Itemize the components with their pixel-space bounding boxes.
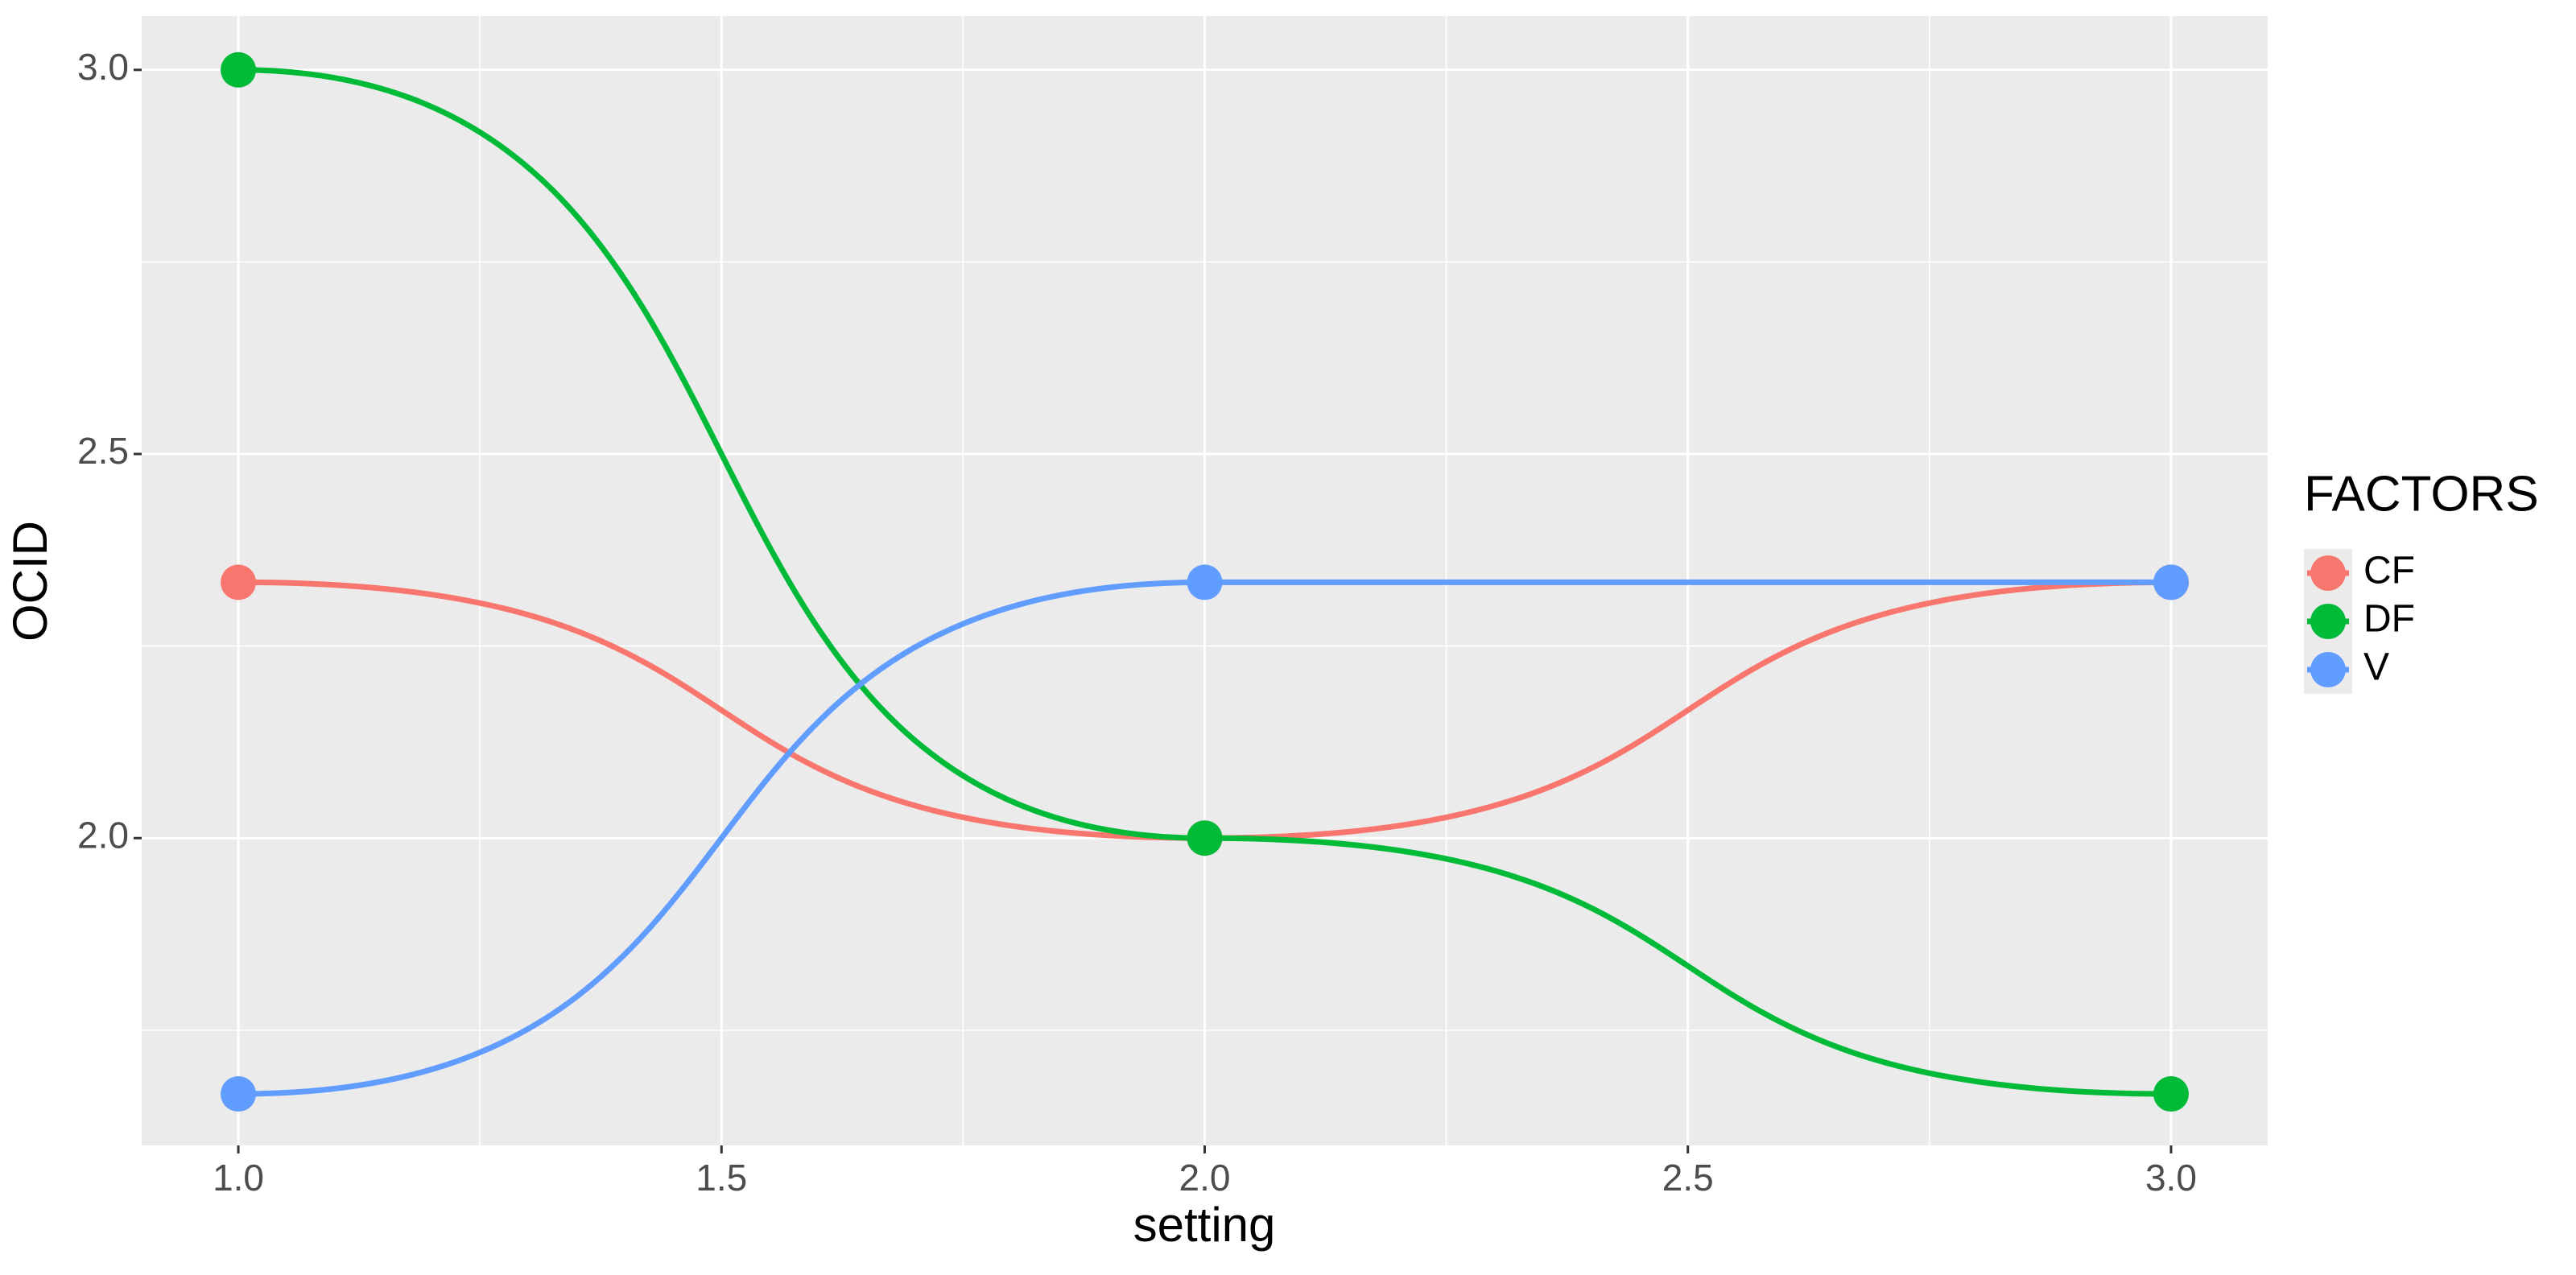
y-tick-label: 2.5 xyxy=(77,430,129,472)
x-tick-label: 2.5 xyxy=(1662,1157,1714,1199)
x-tick-label: 2.0 xyxy=(1179,1157,1231,1199)
y-tick-label: 3.0 xyxy=(77,46,129,88)
point xyxy=(1187,820,1223,856)
legend-label: CF xyxy=(2363,550,2415,592)
point xyxy=(2153,1076,2189,1112)
x-tick-label: 3.0 xyxy=(2145,1157,2197,1199)
legend-title: FACTORS xyxy=(2304,466,2539,522)
point xyxy=(221,1076,257,1112)
series-line xyxy=(238,579,2171,1097)
point xyxy=(221,52,257,88)
legend-label: DF xyxy=(2363,598,2415,641)
y-axis-title: OCID xyxy=(3,521,57,642)
x-axis-title: setting xyxy=(1133,1198,1276,1252)
legend-label: V xyxy=(2363,646,2389,689)
y-tick-label: 2.0 xyxy=(77,814,129,856)
point xyxy=(2153,564,2189,600)
point xyxy=(1187,564,1223,600)
point xyxy=(221,564,257,600)
x-tick-label: 1.0 xyxy=(213,1157,264,1199)
series-line xyxy=(238,67,2171,1097)
legend: CF DF V xyxy=(2304,549,2415,694)
x-tick-label: 1.5 xyxy=(696,1157,747,1199)
plot-area xyxy=(221,52,2189,1112)
